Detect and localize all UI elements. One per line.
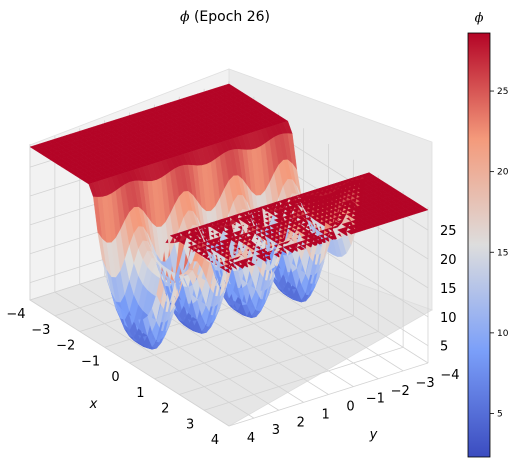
y-axis-label: y [369,428,378,443]
colorbar-tick-label: 15 [497,248,508,258]
grid-line-floor-y [79,283,279,411]
grid-line-floor-y [54,291,255,419]
x-axis-label: x [89,397,98,412]
grid-line-floor-x [179,331,379,395]
x-tick-label: 4 [211,433,219,448]
x-tick-label: 2 [161,402,169,417]
grid-line-floor-x [129,299,329,364]
grid-line-floor-x [204,346,404,411]
axis-ticks: −4 −3 −2 −1 0 1 2 3 4 −4 −3 −2 −1 0 1 2 3 4 5 10 15 20 25 x y [6,224,459,448]
colorbar-ticks: 5 10 15 20 25 [490,87,509,419]
x-tick-label: −2 [56,339,75,354]
grid-line-floor-y [29,299,230,427]
y-tick-label: 1 [321,407,329,422]
colorbar-tick-label: 10 [497,329,509,339]
x-tick-label: −4 [6,307,25,322]
x-tick-label: −1 [81,354,100,369]
y-tick-label: −1 [366,392,385,407]
x-tick-label: 0 [111,370,119,385]
surface-mesh [29,83,429,350]
colorbar-tick-label: 20 [497,168,509,178]
title-symbol: ϕ [179,9,190,25]
x-tick-label: 1 [136,386,144,401]
y-tick-label: 3 [272,423,280,438]
chart-title: ϕ (Epoch 26) [0,9,450,25]
y-tick-label: −2 [391,384,410,399]
grid-line-floor-x [228,362,429,427]
z-tick-label: 10 [440,311,457,326]
x-tick-label: 3 [186,417,194,432]
y-tick-label: 2 [297,415,305,430]
title-epoch: (Epoch 26) [189,9,271,25]
z-tick-label: 15 [440,282,457,297]
z-tick-label: 25 [440,224,457,239]
colorbar-tick-label: 25 [497,87,508,97]
y-tick-label: −3 [416,376,435,391]
x-tick-label: −3 [31,323,50,338]
colorbar-label: ϕ [474,11,484,26]
y-tick-label: 0 [346,400,354,415]
grid-line-floor-x [154,315,354,380]
y-tick-label: −4 [440,368,459,383]
surface-patch [418,206,429,212]
y-tick-label: 4 [247,431,255,446]
colorbar [467,32,491,458]
z-tick-label: 5 [440,340,448,355]
z-tick-label: 20 [440,253,457,268]
colorbar-tick-label: 5 [497,409,503,419]
